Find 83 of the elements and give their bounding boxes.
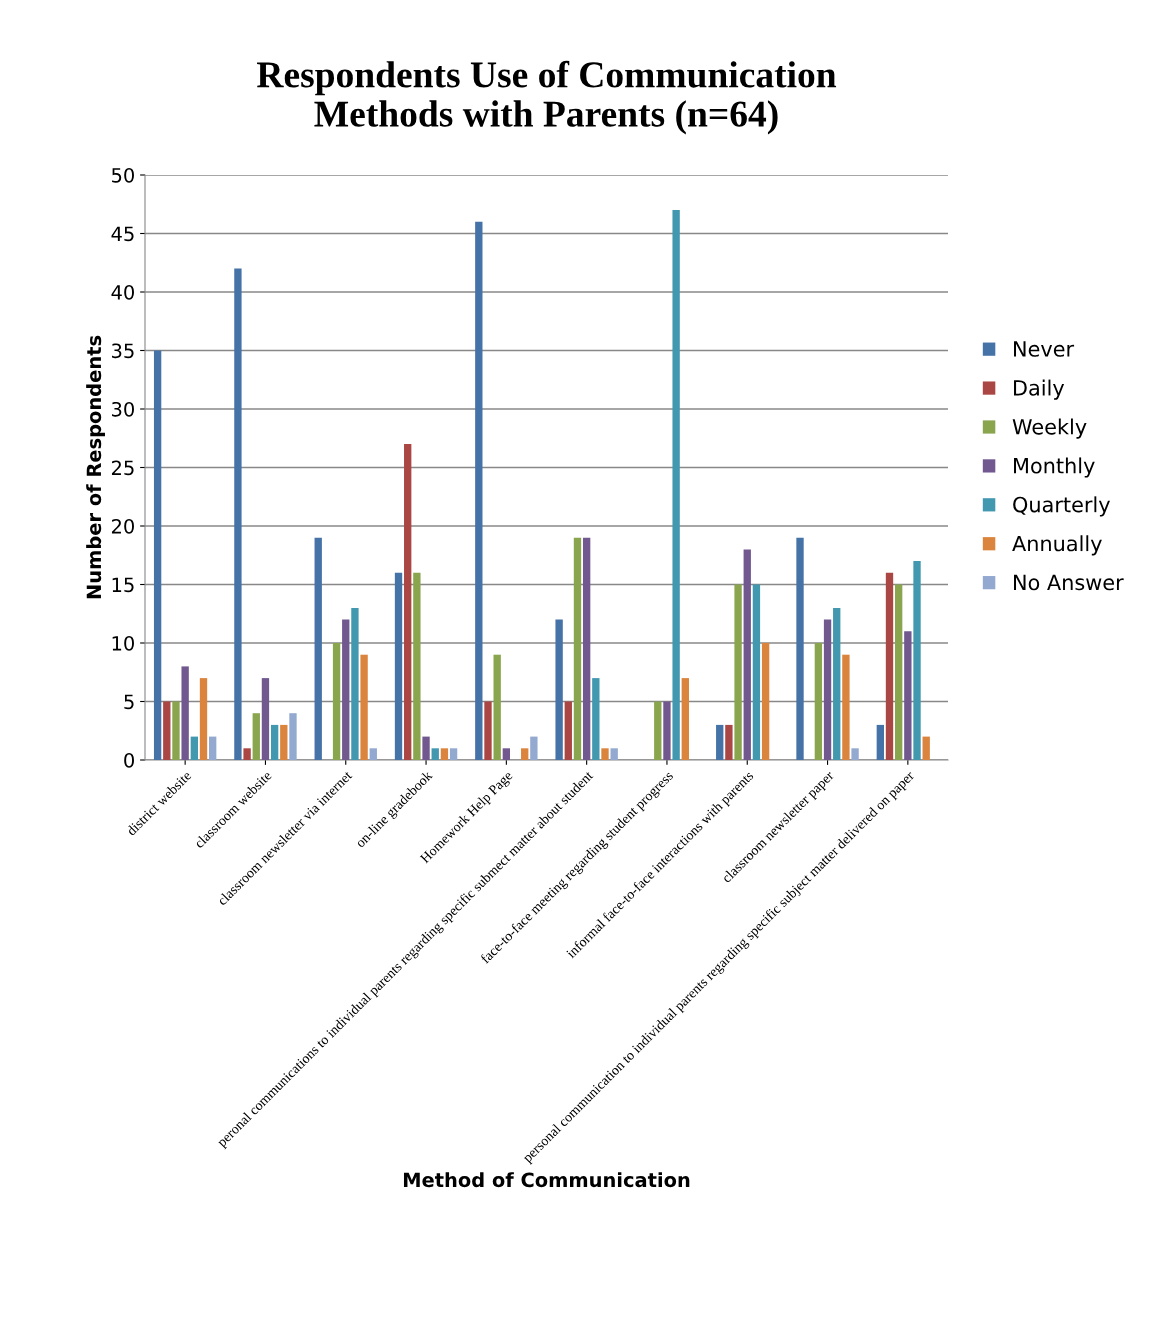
bar	[190, 736, 198, 760]
bar	[172, 701, 180, 760]
bar	[725, 724, 733, 760]
bar	[280, 724, 288, 760]
bar	[601, 748, 609, 760]
y-axis-title: Number of Respondents	[86, 335, 105, 599]
bar	[895, 584, 903, 760]
bar	[663, 701, 671, 760]
bar	[199, 678, 208, 760]
bar	[904, 631, 912, 760]
bar	[582, 537, 591, 760]
legend-label: Annually	[1012, 535, 1102, 556]
bar	[672, 210, 680, 760]
bar	[261, 678, 270, 760]
bar	[484, 701, 492, 760]
bar	[440, 748, 449, 760]
bar	[342, 619, 350, 760]
legend-label: Quarterly	[1013, 496, 1110, 517]
bar	[475, 221, 483, 760]
bar	[681, 678, 689, 760]
bar	[752, 584, 761, 760]
bar	[270, 724, 279, 760]
bar	[493, 654, 501, 760]
bar	[243, 748, 251, 760]
x-axis-title: Method of Communication	[403, 1172, 690, 1188]
bar	[876, 724, 884, 760]
legend-label: Weekly	[1012, 418, 1087, 439]
y-tick-label: 10	[112, 635, 134, 651]
bar	[252, 713, 260, 760]
bar	[209, 736, 217, 760]
y-tick-label: 35	[112, 343, 134, 359]
bar	[833, 607, 841, 760]
bar	[234, 268, 242, 760]
bar	[153, 350, 162, 760]
bar	[360, 654, 368, 760]
bar	[530, 736, 538, 760]
bar	[502, 748, 511, 760]
bar	[369, 748, 377, 760]
bar	[796, 537, 804, 760]
bar	[913, 561, 921, 760]
y-tick-label: 50	[112, 167, 134, 183]
bar	[851, 748, 859, 760]
y-tick-label: 0	[124, 752, 134, 768]
legend-label: Never	[1014, 341, 1075, 357]
bar	[814, 643, 823, 760]
bar	[592, 678, 600, 760]
bar	[431, 748, 439, 760]
bar	[394, 572, 403, 760]
bar	[842, 654, 850, 760]
y-tick-label: 30	[112, 401, 134, 417]
bar	[823, 619, 832, 760]
bar	[404, 444, 412, 760]
bar	[716, 724, 724, 760]
bar	[564, 701, 572, 760]
y-tick-label: 20	[111, 518, 134, 534]
y-tick-label: 25	[111, 460, 134, 476]
legend-label: Monthly	[1014, 457, 1095, 478]
bar	[743, 549, 751, 760]
bar	[332, 643, 341, 760]
chart-title: Respondents Use of Communication Methods with Parents (n=64)	[257, 60, 837, 135]
bar	[885, 572, 894, 760]
bar	[314, 537, 322, 760]
bar	[654, 701, 662, 760]
bar	[181, 666, 189, 760]
bar	[422, 736, 430, 760]
bar	[289, 713, 297, 760]
y-tick-label: 45	[111, 226, 134, 242]
bar	[610, 748, 618, 760]
bar	[761, 643, 770, 760]
y-tick-label: 5	[124, 694, 134, 710]
bar	[163, 701, 171, 760]
bar	[449, 748, 458, 760]
legend-label: Daily	[1014, 379, 1065, 400]
bar	[555, 619, 563, 760]
bar	[922, 736, 930, 760]
y-tick-label: 40	[111, 284, 134, 300]
bar	[521, 748, 529, 760]
legend-label: No Answer	[1014, 574, 1124, 591]
bar	[413, 572, 421, 760]
bar	[573, 537, 582, 760]
bar	[734, 584, 742, 760]
bar	[351, 607, 359, 760]
y-tick-label: 15	[112, 577, 134, 593]
